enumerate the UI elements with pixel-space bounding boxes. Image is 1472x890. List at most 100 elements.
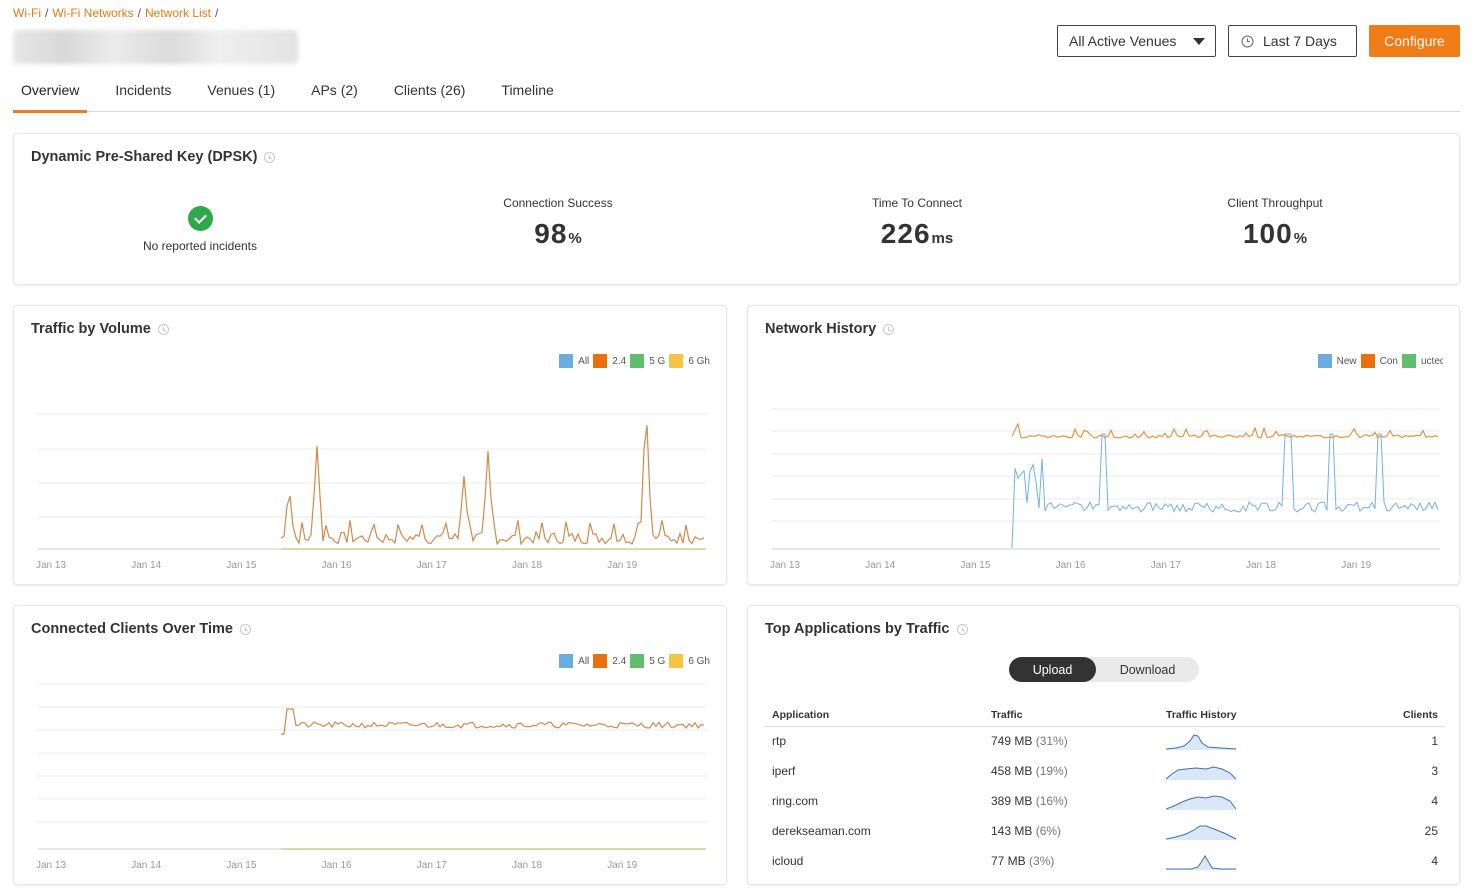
configure-button[interactable]: Configure [1369,25,1460,57]
kpi-value: 100 [1242,218,1293,249]
app-traffic: 458 MB (19%) [991,756,1166,786]
upload-toggle-option[interactable]: Upload [1009,657,1096,682]
page-title-redacted [13,30,298,64]
legend-swatch [559,654,574,668]
app-traffic-history [1165,786,1326,816]
column-header-traffic[interactable]: Traffic [991,705,1166,727]
legend-item-6[interactable]: 6 Gh [669,354,710,368]
x-tick-label: Jan 14 [865,560,895,571]
legend-label: 2.4 [612,655,627,667]
legend-item-24[interactable]: 2.4 [593,654,626,668]
venue-select[interactable]: All Active Venues [1057,25,1216,57]
tab-timeline[interactable]: Timeline [501,82,554,98]
legend-item-6[interactable]: 6 Gh [669,654,710,668]
legend-label: 6 Gh [688,655,710,667]
table-row[interactable]: icloud 77 MB (3%) 4 [764,846,1445,876]
legend-label: 5 G [649,655,666,667]
clock-icon [1241,35,1254,47]
x-tick-label: Jan 16 [1056,560,1086,571]
table-row[interactable]: rtp 749 MB (31%) 1 [764,726,1445,756]
traffic-legend: All 2.4 5 G 6 Gh [559,354,710,368]
traffic-by-volume-card: Jan 13 Jan 14 Jan 15 Jan 16 Jan 17 Jan 18 Jan … [13,305,727,585]
sparkline [1165,794,1237,810]
app-traffic-value: 458 MB [991,764,1033,778]
download-toggle-option[interactable]: Download [1119,662,1176,677]
app-traffic-value: 77 MB [991,854,1026,868]
app-name: derekseaman.com [772,824,871,838]
network-history-title: Network History [765,321,895,337]
tab-bar: Overview Incidents Venues (1) APs (2) Cl… [13,80,1460,113]
legend-item-all[interactable]: All [559,354,589,368]
app-traffic-percent: (6%) [1035,824,1062,838]
app-clients: 25 [1424,824,1438,838]
sparkline [1166,854,1236,870]
legend-swatch [1317,354,1332,368]
legend-swatch [669,654,684,668]
legend-item-all[interactable]: All [559,654,589,668]
legend-item-5[interactable]: 5 G [630,354,665,368]
sparkline [1165,825,1237,840]
info-icon[interactable] [239,623,251,635]
breadcrumb-network-list[interactable]: Network List [145,6,212,20]
incidents-status-label: No reported incidents [142,239,258,253]
table-row[interactable]: derekseaman.com 143 MB (6%) 25 [764,816,1445,846]
app-traffic-history [1165,756,1326,786]
app-clients: 4 [1431,794,1438,808]
info-icon[interactable] [264,151,276,163]
app-traffic-percent: (16%) [1035,794,1068,808]
legend-item-con[interactable]: Con [1360,354,1398,368]
x-tick-label: Jan 15 [226,860,256,871]
info-icon[interactable] [157,323,169,335]
legend-label: All [578,355,590,367]
traffic-by-volume-title: Traffic by Volume [31,321,169,337]
series-line-connected [1011,422,1439,439]
breadcrumb-separator: / [44,6,49,20]
series-line-new [1011,433,1439,549]
breadcrumb-wifi-networks[interactable]: Wi-Fi Networks [52,6,134,20]
breadcrumb-wifi[interactable]: Wi-Fi [13,6,41,20]
dpsk-card: Dynamic Pre-Shared Key (DPSK) No reporte… [13,133,1460,285]
kpi-label: Time To Connect [871,196,963,210]
kpi-unit: ms [931,230,954,247]
x-tick-label: Jan 18 [512,560,542,571]
legend-item-24[interactable]: 2.4 [593,354,626,368]
top-applications-card: Top Applications by Traffic Upload Downl… [747,605,1460,885]
tab-aps[interactable]: APs (2) [311,82,358,98]
table-row[interactable]: iperf 458 MB (19%) 3 [764,756,1445,786]
info-icon[interactable] [956,623,968,635]
dpsk-card-title: Dynamic Pre-Shared Key (DPSK) [31,149,276,165]
legend-swatch [559,354,574,368]
table-row[interactable]: ring.com 389 MB (16%) 4 [764,786,1445,816]
check-circle-icon [187,206,213,231]
tab-clients[interactable]: Clients (26) [393,82,466,98]
tab-overview[interactable]: Overview [13,80,88,113]
x-tick-label: Jan 15 [226,560,256,571]
x-tick-label: Jan 19 [607,860,637,871]
legend-swatch [593,654,608,668]
legend-swatch [1402,354,1416,368]
column-header-clients[interactable]: Clients [1326,705,1445,727]
network-history-card: Jan 13 Jan 14 Jan 15 Jan 16 Jan 17 Jan 18 Jan … [747,305,1460,585]
column-header-application[interactable]: Application [764,705,991,727]
tab-venues[interactable]: Venues (1) [207,82,276,98]
legend-item-new[interactable]: New [1317,354,1357,368]
date-range-button[interactable]: Last 7 Days [1228,25,1357,57]
app-name: rtp [772,734,787,749]
legend-item-5[interactable]: 5 G [630,654,665,668]
legend-label: Con [1379,355,1398,367]
x-tick-label: Jan 13 [36,560,66,571]
tab-incidents[interactable]: Incidents [115,82,172,98]
dpsk-title-text: Dynamic Pre-Shared Key (DPSK) [31,149,258,165]
upload-download-toggle: Upload Download [1009,657,1199,682]
legend-label: ucted [1421,355,1443,367]
x-tick-label: Jan 13 [770,560,800,571]
info-icon[interactable] [883,323,895,335]
x-tick-label: Jan 14 [131,560,161,571]
sparkline [1165,765,1237,780]
legend-swatch [1360,354,1375,368]
connected-clients-title: Connected Clients Over Time [31,621,251,637]
network-history-chart: Jan 13 Jan 14 Jan 15 Jan 16 Jan 17 Jan 18 Jan … [770,408,1440,571]
kpi-value: 226 [880,218,931,249]
legend-item-connected[interactable]: ucted [1402,354,1443,368]
legend-label: New [1336,355,1357,367]
